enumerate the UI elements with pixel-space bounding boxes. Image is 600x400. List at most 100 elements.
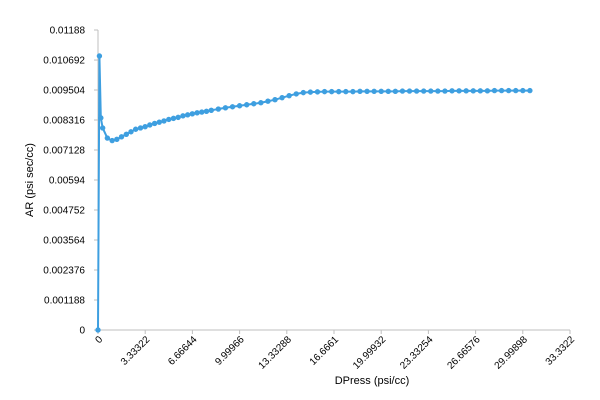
- data-point: [463, 88, 469, 94]
- data-point: [166, 116, 172, 123]
- data-point: [222, 105, 229, 111]
- data-point: [128, 129, 134, 135]
- x-tick-label: 16.6661: [308, 334, 342, 368]
- data-point: [142, 124, 148, 130]
- y-tick-label: 0.010692: [43, 56, 85, 67]
- data-point: [307, 89, 314, 95]
- data-point: [170, 115, 177, 122]
- data-point: [456, 88, 462, 94]
- data-point: [161, 118, 167, 124]
- y-axis-title: AR (psi sec/cc): [24, 143, 36, 217]
- y-tick-label: 0.001188: [44, 296, 85, 307]
- x-tick-label: 6.66644: [166, 334, 200, 368]
- data-point: [392, 88, 399, 95]
- y-tick-label: 0.00594: [49, 176, 86, 187]
- data-point: [189, 111, 196, 117]
- y-tick-label: 0.008316: [43, 116, 85, 127]
- data-point: [208, 107, 214, 114]
- x-tick-label: 26.66576: [445, 334, 483, 372]
- data-point: [293, 91, 299, 97]
- data-point: [428, 88, 434, 94]
- data-point: [156, 119, 163, 125]
- x-tick-label: 3.33322: [119, 334, 153, 368]
- data-point: [236, 103, 243, 109]
- data-point: [265, 98, 271, 104]
- y-tick-label: 0: [79, 326, 85, 337]
- data-point: [477, 88, 484, 94]
- data-point: [406, 88, 413, 94]
- data-point: [378, 88, 384, 95]
- y-tick-label: 0.002376: [43, 266, 85, 277]
- x-tick-label: 33.3322: [544, 334, 578, 368]
- data-point: [321, 88, 328, 95]
- data-point: [300, 89, 307, 96]
- data-point: [442, 88, 448, 94]
- x-tick-group: 0 3.33322 6.66644 9.99966 13.33288 16.6661 19.…: [93, 330, 577, 372]
- y-tick-label: 0.003564: [43, 236, 85, 247]
- data-point: [513, 87, 519, 94]
- data-point: [229, 104, 236, 110]
- data-point: [498, 87, 505, 94]
- data-point: [147, 122, 153, 128]
- data-point: [258, 100, 264, 106]
- data-point: [203, 108, 210, 115]
- data-point: [151, 120, 158, 127]
- data-point: [420, 88, 427, 94]
- data-point: [449, 88, 455, 94]
- data-point: [137, 125, 144, 131]
- data-point: [505, 87, 512, 94]
- data-point: [286, 92, 292, 99]
- data-point: [399, 88, 406, 94]
- y-tick-label: 0.009504: [43, 86, 85, 97]
- x-tick-label: 0: [93, 334, 105, 346]
- data-point: [175, 114, 181, 121]
- data-point: [470, 88, 476, 94]
- data-point: [104, 135, 111, 141]
- x-tick-label: 13.33288: [257, 334, 295, 372]
- data-point: [132, 126, 139, 132]
- x-tick-label: 9.99966: [213, 334, 247, 368]
- data-point: [215, 106, 222, 112]
- series-layer: [95, 53, 533, 333]
- x-tick-label: 19.99932: [351, 334, 389, 372]
- data-point: [435, 88, 441, 94]
- data-point: [118, 134, 125, 140]
- y-tick-group: 0 0.001188 0.002376 0.003564 0.004752 0.00594…: [43, 26, 98, 337]
- data-point: [413, 88, 420, 94]
- data-point: [385, 88, 391, 95]
- data-point: [371, 88, 377, 95]
- axes-layer: [97, 30, 570, 331]
- data-point: [180, 113, 186, 119]
- x-axis-title: DPress (psi/cc): [335, 375, 410, 387]
- data-point: [194, 110, 200, 116]
- data-point: [364, 88, 370, 95]
- data-point: [328, 88, 335, 95]
- x-tick-label: 29.99898: [493, 334, 531, 372]
- data-point: [279, 94, 285, 101]
- data-point: [336, 88, 342, 95]
- data-point: [243, 102, 250, 108]
- data-point: [272, 96, 278, 103]
- data-point: [123, 131, 130, 137]
- data-point: [95, 327, 101, 333]
- y-tick-label: 0.004752: [43, 206, 85, 217]
- data-point: [184, 112, 191, 118]
- data-point: [350, 88, 356, 95]
- data-point: [109, 137, 115, 144]
- y-tick-label: 0.01188: [50, 26, 86, 37]
- data-point: [199, 109, 205, 115]
- y-tick-label: 0.007128: [43, 146, 85, 157]
- data-point: [114, 136, 120, 143]
- series-line: [97, 55, 530, 331]
- data-point: [520, 87, 526, 94]
- data-point: [314, 89, 321, 95]
- x-tick-label: 23.33254: [398, 334, 436, 372]
- data-point: [96, 53, 103, 59]
- data-point: [357, 88, 363, 95]
- data-point: [491, 87, 498, 94]
- data-point: [99, 125, 106, 131]
- data-point: [484, 88, 491, 94]
- data-point: [527, 87, 533, 94]
